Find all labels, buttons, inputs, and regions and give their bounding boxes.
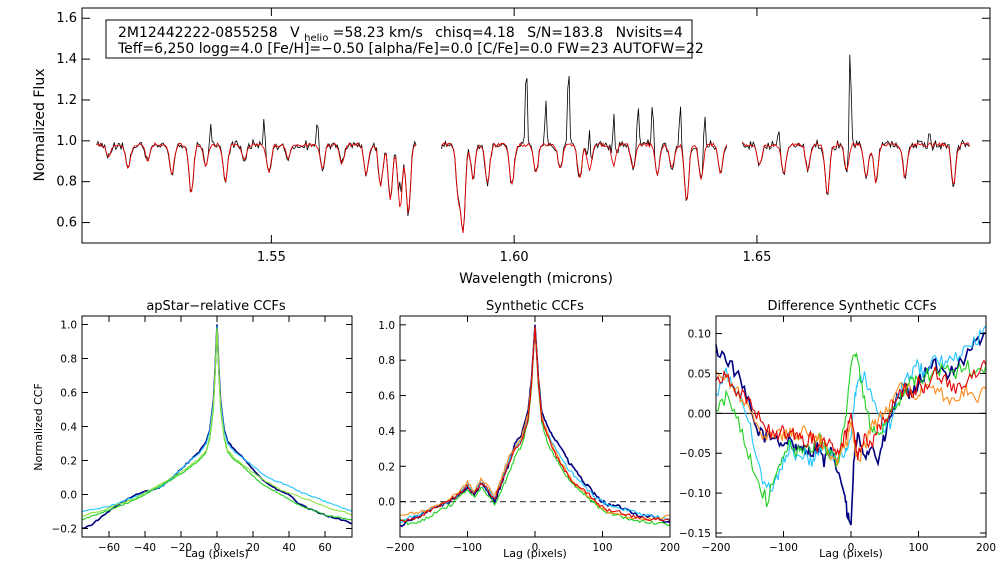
vhelio-value: =58.23 km/s xyxy=(333,25,423,41)
difference-ccf-title: Difference Synthetic CCFs xyxy=(767,299,936,314)
synthetic-ccf-p2-xtick-label: −100 xyxy=(453,542,482,554)
synthetic-ccf-data xyxy=(399,324,671,528)
synthetic-ccf-series-line xyxy=(399,326,671,523)
info-box-frame xyxy=(105,19,693,59)
apstar-ccf-p1-ytick-label: −0.2 xyxy=(52,524,78,536)
chisq: chisq=4.18 xyxy=(435,25,515,41)
apstar-ccf-p1-xtick-label: 0 xyxy=(214,542,221,554)
difference-ccf-data xyxy=(715,325,987,526)
difference-ccf-p3-ytick-label: −0.15 xyxy=(679,528,711,540)
apstar-ccf-p1-ytick-label: 0.8 xyxy=(60,354,77,366)
synthetic-ccf-series-line xyxy=(399,326,671,524)
apstar-ccf-data xyxy=(81,324,353,530)
synthetic-ccf-p2-ytick-label: 0.2 xyxy=(378,461,395,473)
difference-ccf-panel: Difference Synthetic CCFs −200 −100 0 100 20… xyxy=(679,299,996,560)
nvisits: Nvisits=4 xyxy=(616,25,683,41)
model-spectrum-line xyxy=(440,141,728,234)
spectrum-p0-ytick-label: 1.4 xyxy=(56,52,77,67)
synthetic-ccf-title: Synthetic CCFs xyxy=(486,299,584,314)
difference-ccf-p3-xtick-label: 0 xyxy=(848,542,855,554)
info-line-1: 2M12442222-0855258 V helio =58.23 km/s c… xyxy=(118,25,683,45)
synthetic-ccf-panel: Synthetic CCFs −200 −100 0 100 200 0.0 0.2 0.4 0… xyxy=(378,299,680,560)
difference-ccf-p3-ytick-label: 0.05 xyxy=(688,368,711,380)
apstar-ccf-p1-xtick-label: 40 xyxy=(282,542,295,554)
apstar-ccf-p1-xtick-label: −40 xyxy=(134,542,156,554)
apstar-ccf-series-line xyxy=(81,327,353,521)
apstar-ccf-frame xyxy=(81,315,353,538)
apstar-ccf-title: apStar−relative CCFs xyxy=(146,299,286,314)
difference-ccf-p3-xtick-label: 100 xyxy=(908,542,928,554)
spectrum-p0-xtick-label: 1.55 xyxy=(257,250,286,265)
difference-ccf-p3-ytick-label: 0.10 xyxy=(688,329,711,341)
observed-spectrum-line xyxy=(741,54,970,196)
synthetic-ccf-p2-ytick-label: 0.8 xyxy=(378,355,395,367)
apstar-ccf-p1-xtick-label: −60 xyxy=(98,542,120,554)
spectrum-p0-ytick-label: 1.6 xyxy=(56,11,77,26)
difference-ccf-p3-xtick-label: −100 xyxy=(769,542,798,554)
apstar-ccf-p1-ytick-label: 0.0 xyxy=(60,490,77,502)
spectrum-panel: 1.55 1.60 1.65 0.6 0.8 1.0 1.2 1.4 1.6 Wavelengt… xyxy=(32,7,991,287)
vhelio-label: V xyxy=(290,25,300,41)
apstar-ccf-panel: apStar−relative CCFs −60 −40 −20 0 20 40 60 −0.… xyxy=(32,299,353,560)
spectrum-axes: 1.55 1.60 1.65 0.6 0.8 1.0 1.2 1.4 1.6 xyxy=(56,8,990,265)
spectrum-p0-xtick-label: 1.60 xyxy=(500,250,529,265)
spectrum-p0-ytick-label: 0.6 xyxy=(56,216,77,231)
star-id: 2M12442222-0855258 xyxy=(118,25,278,41)
snr: S/N=183.8 xyxy=(527,25,603,41)
apstar-ccf-p1-ytick-label: 0.6 xyxy=(60,388,77,400)
apstar-ccf-xlabel: Lag (pixels) xyxy=(185,547,249,560)
model-spectrum-line xyxy=(742,141,970,193)
apstar-ccf-p1-ytick-label: 0.2 xyxy=(60,456,77,468)
apstar-ccf-p1-ytick-label: 1.0 xyxy=(60,320,77,332)
difference-ccf-series-line xyxy=(715,325,987,493)
difference-ccf-series-line xyxy=(715,359,987,461)
synthetic-ccf-series-line xyxy=(399,328,671,527)
spectrum-frame xyxy=(81,7,991,244)
synthetic-ccf-p2-ytick-label: 1.0 xyxy=(378,320,395,332)
spectrum-p0-ytick-label: 1.0 xyxy=(56,134,77,149)
apstar-ccf-series-line xyxy=(81,327,353,517)
apstar-ccf-axes: −60 −40 −20 0 20 40 60 −0.2 0.0 0.2 0.4 0.6 0.8 1.0 xyxy=(52,316,352,554)
observed-spectrum-line xyxy=(96,119,417,216)
spectrum-p0-ytick-label: 1.2 xyxy=(56,93,77,108)
spectrum-p0-xtick-label: 1.65 xyxy=(742,250,771,265)
spectrum-data xyxy=(96,54,970,234)
synthetic-ccf-p2-xtick-label: 0 xyxy=(532,542,539,554)
vhelio-subscript: helio xyxy=(304,33,328,44)
info-line-2: Teff=6,250 logg=4.0 [Fe/H]=−0.50 [alpha/… xyxy=(117,41,704,57)
apstar-ccf-p1-xtick-label: 20 xyxy=(246,542,259,554)
synthetic-ccf-p2-xtick-label: 200 xyxy=(660,542,680,554)
apstar-ccf-ylabel: Normalized CCF xyxy=(32,383,45,471)
apstar-ccf-p1-xtick-label: 60 xyxy=(318,542,331,554)
difference-ccf-series-line xyxy=(715,351,987,508)
difference-ccf-axes: −200 −100 0 100 200 −0.15 −0.10 −0.05 0.00 0.05 0.… xyxy=(679,316,996,554)
apstar-ccf-series-line xyxy=(81,324,353,530)
spectrum-p0-ytick-label: 0.8 xyxy=(56,175,77,190)
synthetic-ccf-series-line xyxy=(399,326,671,521)
difference-ccf-p3-xtick-label: 200 xyxy=(976,542,996,554)
synthetic-ccf-p2-xtick-label: −200 xyxy=(386,542,415,554)
synthetic-ccf-p2-xtick-label: 100 xyxy=(592,542,612,554)
apstar-ccf-p1-xtick-label: −20 xyxy=(170,542,192,554)
info-box: 2M12442222-0855258 V helio =58.23 km/s c… xyxy=(105,19,704,59)
synthetic-ccf-series-line xyxy=(399,324,671,528)
difference-ccf-p3-ytick-label: −0.05 xyxy=(679,448,711,460)
synthetic-ccf-xlabel: Lag (pixels) xyxy=(503,547,567,560)
synthetic-ccf-p2-ytick-label: 0.0 xyxy=(378,497,395,509)
synthetic-ccf-p2-ytick-label: 0.4 xyxy=(378,426,395,438)
synthetic-ccf-p2-ytick-label: 0.6 xyxy=(378,391,395,403)
difference-ccf-p3-ytick-label: 0.00 xyxy=(688,408,711,420)
difference-ccf-p3-ytick-label: −0.10 xyxy=(679,488,711,500)
apstar-ccf-p1-ytick-label: 0.4 xyxy=(60,422,77,434)
difference-ccf-xlabel: Lag (pixels) xyxy=(819,547,883,560)
model-spectrum-line xyxy=(96,142,417,213)
apstar-ccf-series-line xyxy=(81,326,353,513)
spectrum-ylabel: Normalized Flux xyxy=(32,69,48,182)
synthetic-ccf-axes: −200 −100 0 100 200 0.0 0.2 0.4 0.6 0.8 1.0 xyxy=(378,316,680,554)
difference-ccf-series-line xyxy=(715,332,987,526)
spectrum-xlabel: Wavelength (microns) xyxy=(459,271,613,287)
difference-ccf-p3-xtick-label: −200 xyxy=(702,542,731,554)
